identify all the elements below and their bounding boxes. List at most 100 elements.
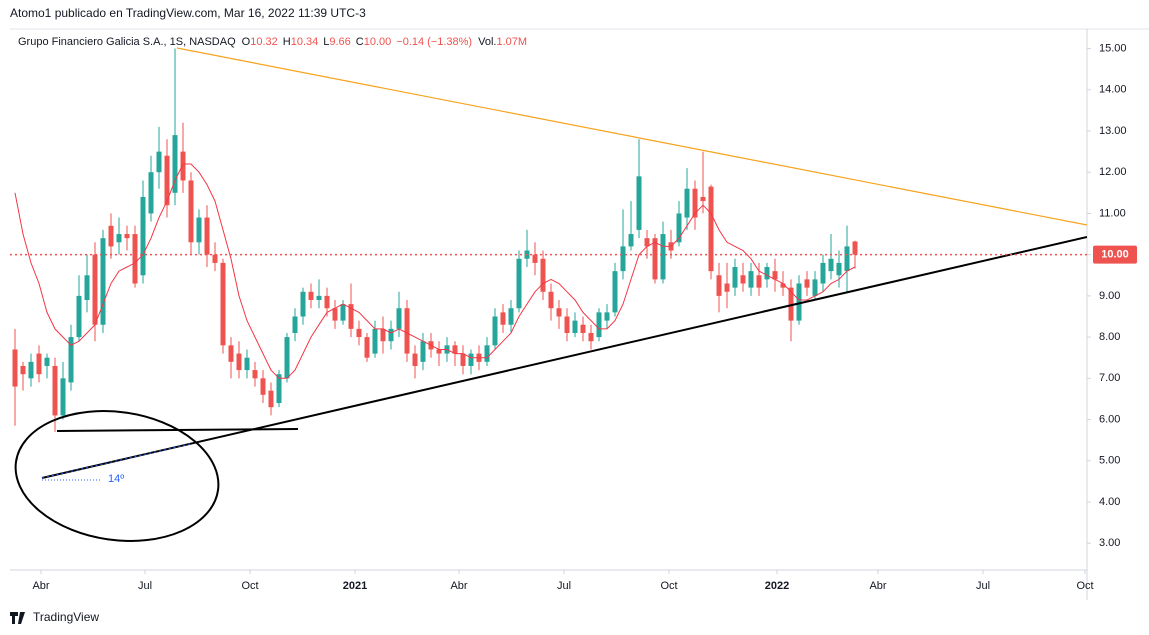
candle-body	[404, 308, 410, 354]
y-tick-label: 7.00	[1099, 372, 1120, 384]
candle-body	[372, 328, 378, 354]
candle-body	[452, 345, 458, 354]
candle-body	[748, 271, 754, 288]
candle-body	[244, 357, 250, 371]
candle-body	[124, 234, 130, 239]
candle-body	[500, 312, 506, 325]
legend-field: C	[356, 36, 364, 48]
brand: TradingView	[10, 610, 99, 624]
candle-body	[260, 378, 266, 395]
candle-body	[20, 365, 26, 375]
x-tick-label: Jul	[557, 580, 571, 592]
candle-body	[348, 304, 354, 329]
angle-label: 14º	[108, 473, 124, 485]
candle-body	[588, 332, 594, 342]
candle-body	[420, 341, 426, 362]
drawings: 14º	[14, 47, 1087, 542]
candle-body	[324, 295, 330, 309]
candle-body	[212, 254, 218, 263]
x-tick-label: 2021	[343, 580, 367, 592]
candle-body	[628, 234, 634, 247]
candle-body	[596, 312, 602, 338]
candle-body	[204, 217, 210, 255]
x-tick-label: 2022	[765, 580, 789, 592]
legend-field: L	[323, 36, 329, 48]
candle-body	[716, 275, 722, 296]
candle-body	[412, 353, 418, 366]
legend-volume: 1.07M	[496, 36, 527, 48]
legend: Grupo Financiero Galicia S.A., 1S, NASDA…	[18, 36, 527, 48]
x-tick-label: Oct	[1076, 580, 1093, 592]
legend-value: 9.66	[329, 36, 350, 48]
circle-drawing	[14, 410, 220, 542]
y-tick-label: 6.00	[1099, 413, 1120, 425]
candle-body	[180, 151, 186, 181]
x-tick-label: Jul	[976, 580, 990, 592]
candle-body	[388, 328, 394, 342]
candle-body	[540, 258, 546, 292]
candle-body	[740, 275, 746, 284]
candle-body	[660, 234, 666, 280]
candle-body	[532, 254, 538, 263]
candle-body	[764, 267, 770, 280]
candle-body	[92, 254, 98, 325]
candle-body	[516, 258, 522, 309]
candle-body	[844, 246, 850, 272]
candle-body	[228, 345, 234, 362]
legend-value: 10.34	[291, 36, 319, 48]
candle-body	[28, 361, 34, 379]
candle-body	[836, 262, 842, 276]
candle-body	[100, 238, 106, 325]
legend-volume-label: Vol.	[478, 36, 496, 48]
candle-body	[436, 349, 442, 354]
candle-body	[76, 295, 82, 338]
publication: Atomo1 publicado en TradingView.com, Mar…	[10, 6, 366, 20]
candle-body	[68, 337, 74, 383]
trend-line	[176, 47, 1087, 226]
candle-body	[156, 151, 162, 173]
y-tick-label: 8.00	[1099, 331, 1120, 343]
x-tick-label: Oct	[241, 580, 258, 592]
candle-body	[396, 308, 402, 329]
candle-body	[300, 291, 306, 317]
legend-value: 10.00	[364, 36, 392, 48]
candle-body	[724, 283, 730, 292]
candle-body	[644, 238, 650, 247]
candle-body	[164, 155, 170, 206]
candle-body	[172, 135, 178, 193]
candle-body	[820, 262, 826, 284]
candle-body	[220, 262, 226, 346]
candle-body	[828, 258, 834, 272]
moving-average-line	[14, 163, 856, 379]
candle-body	[572, 320, 578, 333]
candle-body	[108, 225, 114, 247]
x-tick-label: Abr	[869, 580, 886, 592]
candle-body	[676, 213, 682, 243]
legend-title: Grupo Financiero Galicia S.A., 1S, NASDA…	[18, 36, 236, 48]
candle-body	[548, 291, 554, 309]
candle-body	[364, 337, 370, 358]
candle-body	[140, 196, 146, 276]
y-tick-label: 15.00	[1099, 42, 1127, 54]
candle-body	[812, 279, 818, 296]
brand-logo	[10, 612, 25, 624]
x-tick-label: Jul	[138, 580, 152, 592]
y-tick-label: 4.00	[1099, 496, 1120, 508]
candle-body	[284, 337, 290, 379]
candle-body	[332, 308, 338, 321]
candle-body	[756, 275, 762, 288]
candle-body	[852, 241, 858, 255]
candle-body	[380, 328, 386, 342]
candle-body	[788, 287, 794, 321]
candle-body	[44, 357, 50, 366]
candle-body	[620, 246, 626, 272]
candle-body	[268, 390, 274, 408]
x-tick-label: Oct	[660, 580, 677, 592]
brand-name: TradingView	[33, 610, 99, 624]
candle-body	[708, 186, 714, 272]
y-tick-label: 9.00	[1099, 290, 1120, 302]
candle-body	[148, 172, 154, 214]
candle-body	[52, 365, 58, 416]
candle-body	[700, 196, 706, 202]
candle-body	[492, 316, 498, 346]
